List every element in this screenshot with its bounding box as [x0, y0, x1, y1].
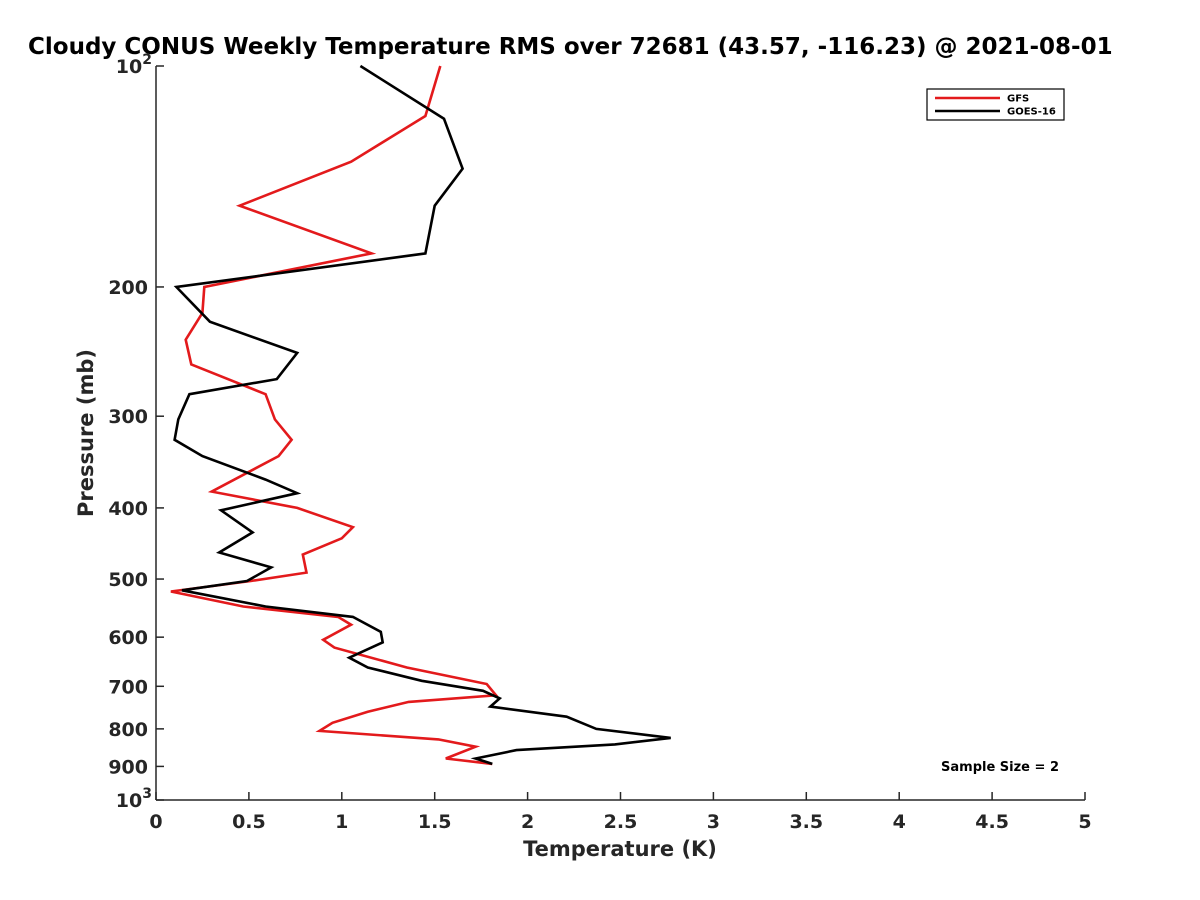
x-tick-label: 0.5 [232, 811, 266, 833]
legend-box [926, 88, 1065, 121]
y-tick-label: 500 [108, 569, 148, 591]
x-tick-label: 2 [521, 811, 534, 833]
series-line-goes-16 [173, 64, 671, 766]
x-tick-label: 0 [149, 811, 162, 833]
x-tick-label: 4.5 [975, 811, 1009, 833]
y-tick-label: 700 [108, 676, 148, 698]
plot-area: 0 0.5 1 1.5 2 2.5 3 3.5 4 4.5 5 102 200 300 400 500 600 7… [108, 52, 1091, 833]
y-tick-label: 600 [108, 627, 148, 649]
x-tick-label: 5 [1078, 811, 1091, 833]
legend: GFS GOES-16 [926, 88, 1065, 121]
y-axis-label: Pressure (mb) [74, 349, 98, 517]
x-tick-label: 2.5 [604, 811, 638, 833]
y-tick-label: 800 [108, 719, 148, 741]
chart-title: Cloudy CONUS Weekly Temperature RMS over… [28, 34, 1113, 60]
sample-size-annotation: Sample Size = 2 [941, 760, 1059, 775]
series-group [170, 64, 671, 766]
x-tick-label: 1.5 [418, 811, 452, 833]
x-tick-label: 1 [335, 811, 348, 833]
legend-label: GOES-16 [1007, 107, 1056, 118]
y-tick-label: 300 [108, 406, 148, 428]
y-tick-label: 103 [116, 786, 152, 812]
x-tick-label: 3 [707, 811, 720, 833]
y-tick-label: 102 [116, 52, 152, 78]
y-tick-label: 900 [108, 756, 148, 778]
y-tick-label: 400 [108, 498, 148, 520]
x-axis-label: Temperature (K) [523, 837, 717, 861]
x-tick-label: 4 [893, 811, 906, 833]
x-tick-label: 3.5 [789, 811, 823, 833]
y-tick-label: 200 [108, 277, 148, 299]
legend-label: GFS [1007, 94, 1029, 105]
